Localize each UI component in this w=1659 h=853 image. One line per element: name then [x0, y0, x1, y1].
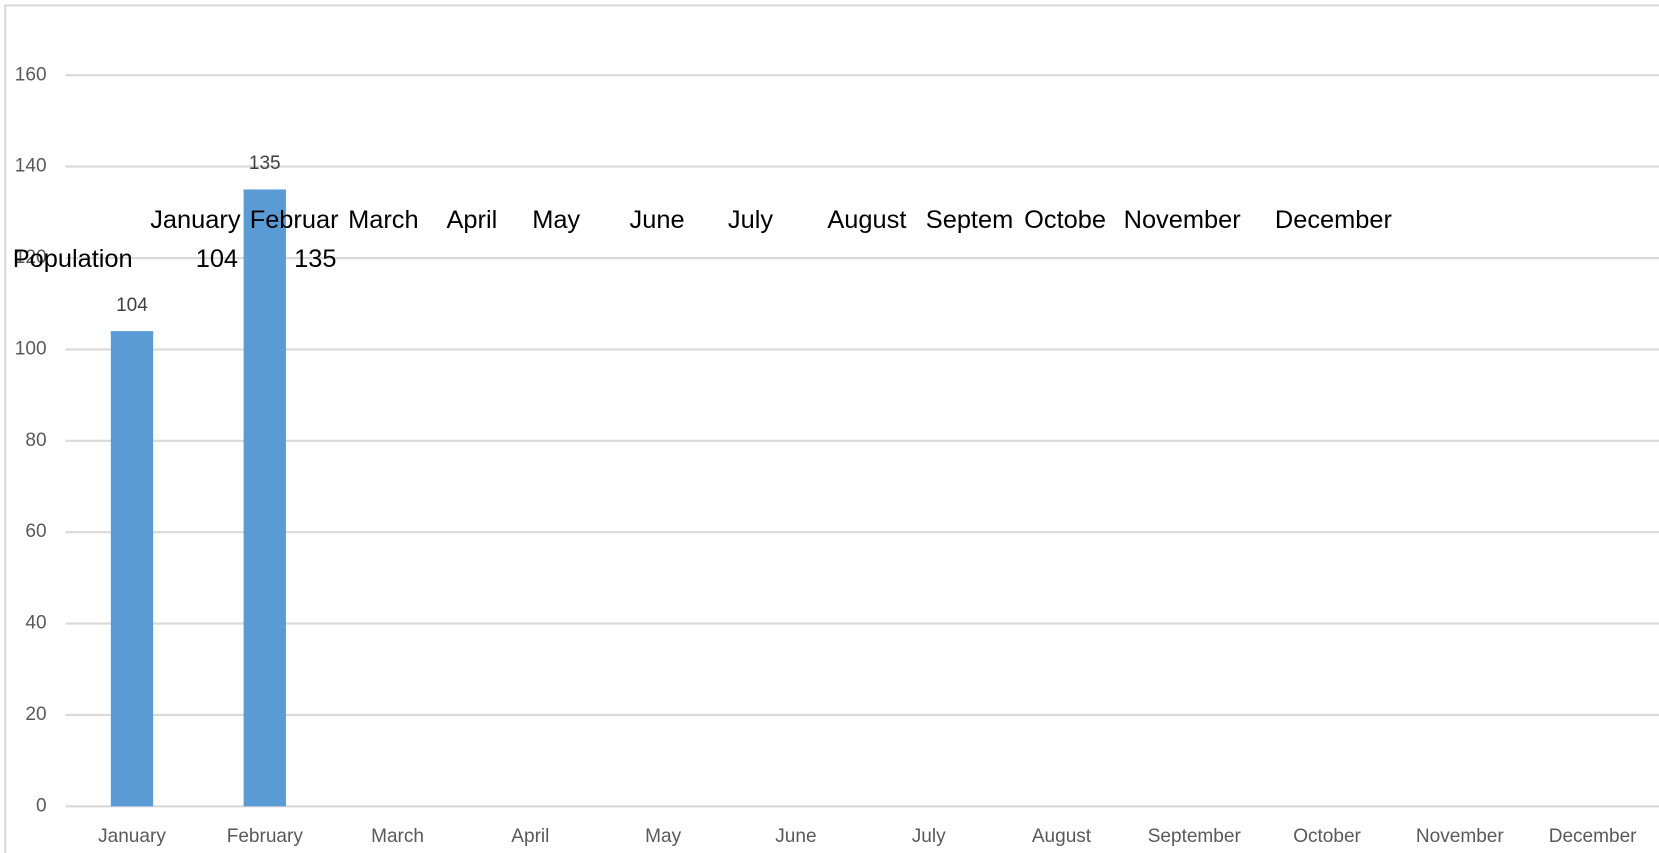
- x-tick-label: August: [1032, 826, 1092, 847]
- y-tick-label: 100: [15, 338, 47, 359]
- sheet-header-cell: January: [150, 206, 241, 234]
- y-tick-label: 40: [25, 613, 46, 634]
- y-tick-label: 60: [25, 521, 46, 542]
- sheet-header-cell: December: [1275, 206, 1393, 234]
- sheet-header-cell: Octobe: [1024, 206, 1106, 234]
- x-tick-label: October: [1293, 826, 1361, 847]
- y-tick-label: 120: [15, 247, 47, 268]
- sheet-header-cell: July: [728, 206, 773, 234]
- x-tick-label: December: [1549, 826, 1637, 847]
- sheet-header-cell: April: [446, 206, 497, 234]
- sheet-cell: 104: [196, 245, 238, 273]
- x-tick-label: March: [371, 826, 424, 847]
- sheet-header-cell: August: [827, 206, 906, 234]
- y-tick-label: 140: [15, 156, 47, 177]
- x-tick-label: July: [912, 826, 946, 847]
- data-label: 135: [249, 153, 281, 174]
- sheet-header-cell: March: [348, 206, 419, 234]
- sheet-header-cell: May: [532, 206, 580, 234]
- sheet-header-cell: Septem: [926, 206, 1013, 234]
- x-tick-label: June: [775, 826, 816, 847]
- sheet-row-label: Population: [13, 245, 133, 273]
- x-tick-label: April: [511, 826, 549, 847]
- sheet-cell: 135: [294, 245, 336, 273]
- sheet-header-cell: June: [630, 206, 685, 234]
- x-tick-label: November: [1416, 826, 1504, 847]
- x-tick-label: February: [227, 826, 304, 847]
- y-tick-label: 20: [25, 704, 46, 725]
- x-tick-label: January: [98, 826, 166, 847]
- y-tick-label: 0: [36, 795, 47, 816]
- x-tick-label: September: [1148, 826, 1242, 847]
- sheet-header-cell: Februar: [250, 206, 339, 234]
- sheet-header-cell: November: [1124, 206, 1242, 234]
- bar: [110, 331, 154, 807]
- y-tick-label: 160: [15, 64, 47, 85]
- y-tick-label: 80: [25, 430, 46, 451]
- x-tick-label: May: [645, 826, 681, 847]
- bar: [243, 189, 286, 807]
- data-label: 104: [116, 295, 148, 316]
- chart-border: [4, 4, 1659, 853]
